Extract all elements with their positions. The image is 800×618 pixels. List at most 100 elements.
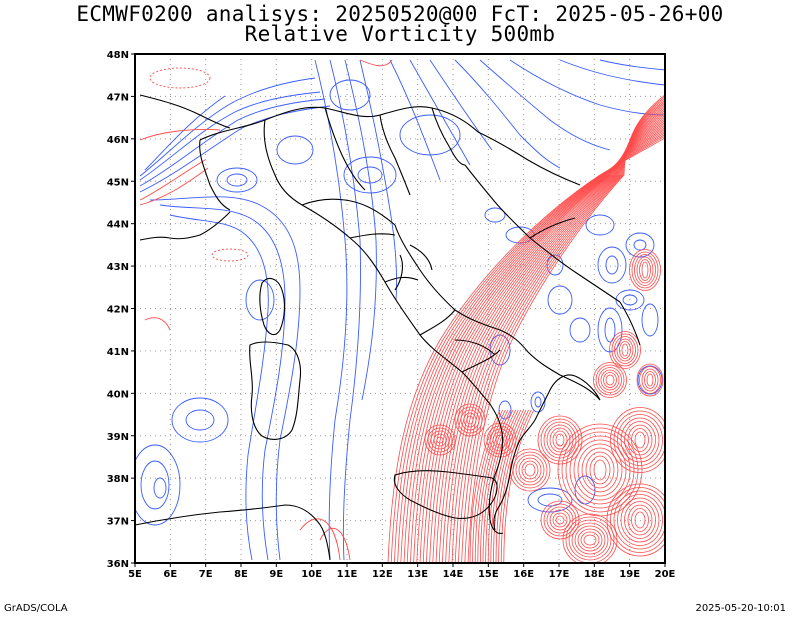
vorticity-max-contour [521, 460, 539, 480]
vorticity-max-contour [540, 500, 580, 540]
vorticity-max-contour [589, 455, 611, 485]
vorticity-max-contour [634, 254, 656, 286]
vorticity-max-contour [631, 428, 649, 452]
vorticity-max-contour [617, 494, 663, 546]
positive-vorticity-maxima [424, 249, 665, 563]
vorticity-max-contour [627, 504, 653, 536]
vorticity-max-contour [616, 338, 634, 362]
vorticity-max-contour [593, 362, 627, 398]
lat-tick-label: 38N [107, 474, 129, 485]
vorticity-max-contour [646, 373, 654, 387]
vorticity-max-contour [641, 368, 659, 392]
lat-tick-label: 39N [107, 432, 129, 443]
vorticity-max-contour [605, 374, 615, 386]
vorticity-max-contour [577, 443, 623, 497]
vorticity-max-contour [603, 372, 617, 388]
vorticity-max-contour [613, 490, 665, 550]
vorticity-max-contour [486, 425, 514, 455]
lat-tick-label: 48N [107, 50, 129, 61]
software-credit: GrADS/COLA [4, 603, 68, 614]
vorticity-max-contour [509, 448, 551, 492]
lon-tick-label: 19E [619, 569, 640, 580]
jet-band-contour [487, 409, 519, 563]
vorticity-max-contour [641, 261, 649, 279]
vorticity-max-contour [512, 451, 548, 489]
jet-band-contour [498, 409, 529, 563]
jet-band-contour [472, 409, 503, 563]
positive-vorticity-bands [387, 94, 665, 563]
map-subtitle: Relative Vorticity 500mb [244, 22, 556, 46]
lon-tick-label: 7E [199, 569, 213, 580]
vorticity-max-contour [627, 424, 653, 456]
latitude-axis: 48N 47N 46N 45N 44N 43N 42N 41N 40N 39N 38N 37N 36N [107, 50, 135, 570]
vorticity-max-contour [555, 515, 565, 525]
vorticity-max-contour [543, 421, 577, 459]
vorticity-max-contour [549, 509, 571, 531]
jet-band-contour [480, 409, 511, 563]
vorticity-max-contour [613, 410, 665, 470]
vorticity-max-contour [585, 451, 615, 489]
vorticity-max-contour [614, 336, 636, 364]
jet-band-contour [477, 409, 509, 563]
vorticity-max-contour [600, 369, 620, 391]
vorticity-max-contour [565, 516, 615, 563]
vorticity-max-contour [611, 333, 639, 367]
jet-band-contour [467, 94, 665, 563]
vorticity-max-contour [515, 454, 545, 486]
lon-tick-label: 5E [128, 569, 142, 580]
render-timestamp: 2025-05-20-10:01 [695, 603, 786, 614]
vorticity-max-contour [574, 525, 606, 555]
vorticity-max-contour [555, 433, 565, 447]
vorticity-max-contour [552, 430, 568, 450]
vorticity-max-contour [495, 434, 505, 446]
vorticity-max-contour [598, 367, 622, 393]
vorticity-max-contour [457, 406, 483, 434]
vorticity-max-contour [621, 343, 629, 357]
lat-tick-label: 46N [107, 135, 129, 146]
lon-tick-label: 18E [584, 569, 605, 580]
vorticity-max-contour [436, 436, 444, 444]
lon-tick-label: 16E [513, 569, 534, 580]
vorticity-max-contour [489, 428, 511, 452]
vorticity-max-contour [549, 427, 571, 453]
jet-band-contour [493, 409, 524, 563]
vorticity-max-contour [629, 249, 661, 291]
vorticity-max-contour [644, 371, 656, 389]
lon-tick-label: 13E [407, 569, 428, 580]
vorticity-max-contour [433, 433, 447, 447]
vorticity-max-contour [610, 407, 665, 473]
vorticity-max-contour [569, 435, 631, 505]
vorticity-max-contour [568, 519, 612, 561]
vorticity-max-contour [624, 421, 656, 459]
longitude-axis: 5E 6E 7E 8E 9E 10E 11E 12E 13E 14E 15E 16E 17E 18E 19E… [128, 563, 676, 580]
vorticity-max-contour [427, 427, 453, 453]
lon-tick-label: 17E [549, 569, 570, 580]
vorticity-max-contour [546, 424, 574, 456]
lon-tick-label: 8E [234, 569, 248, 580]
vorticity-max-contour [636, 363, 664, 397]
jet-band-contour [495, 409, 527, 563]
vorticity-max-contour [424, 424, 456, 456]
vorticity-max-contour [518, 457, 542, 483]
vorticity-max-contour [583, 534, 597, 546]
lon-tick-label: 20E [655, 569, 676, 580]
vorticity-max-contour [540, 418, 580, 462]
lon-tick-label: 11E [337, 569, 358, 580]
jet-band-contour [490, 409, 522, 563]
lat-tick-label: 37N [107, 517, 129, 528]
vorticity-max-contour [537, 415, 583, 465]
vorticity-max-contour [631, 508, 649, 532]
lon-tick-label: 9E [269, 569, 283, 580]
lat-tick-label: 36N [107, 559, 129, 570]
vorticity-max-contour [577, 528, 603, 552]
lat-tick-label: 41N [107, 347, 129, 358]
vorticity-max-contour [631, 251, 659, 289]
vorticity-max-contour [620, 497, 660, 543]
vorticity-max-contour [552, 512, 568, 528]
vorticity-max-contour [619, 341, 631, 359]
lon-tick-label: 10E [301, 569, 322, 580]
vorticity-max-contour [546, 506, 574, 534]
lat-tick-label: 44N [107, 220, 129, 231]
map-title: ECMWF0200 analisys: 20250520@00 FcT: 202… [76, 2, 724, 26]
